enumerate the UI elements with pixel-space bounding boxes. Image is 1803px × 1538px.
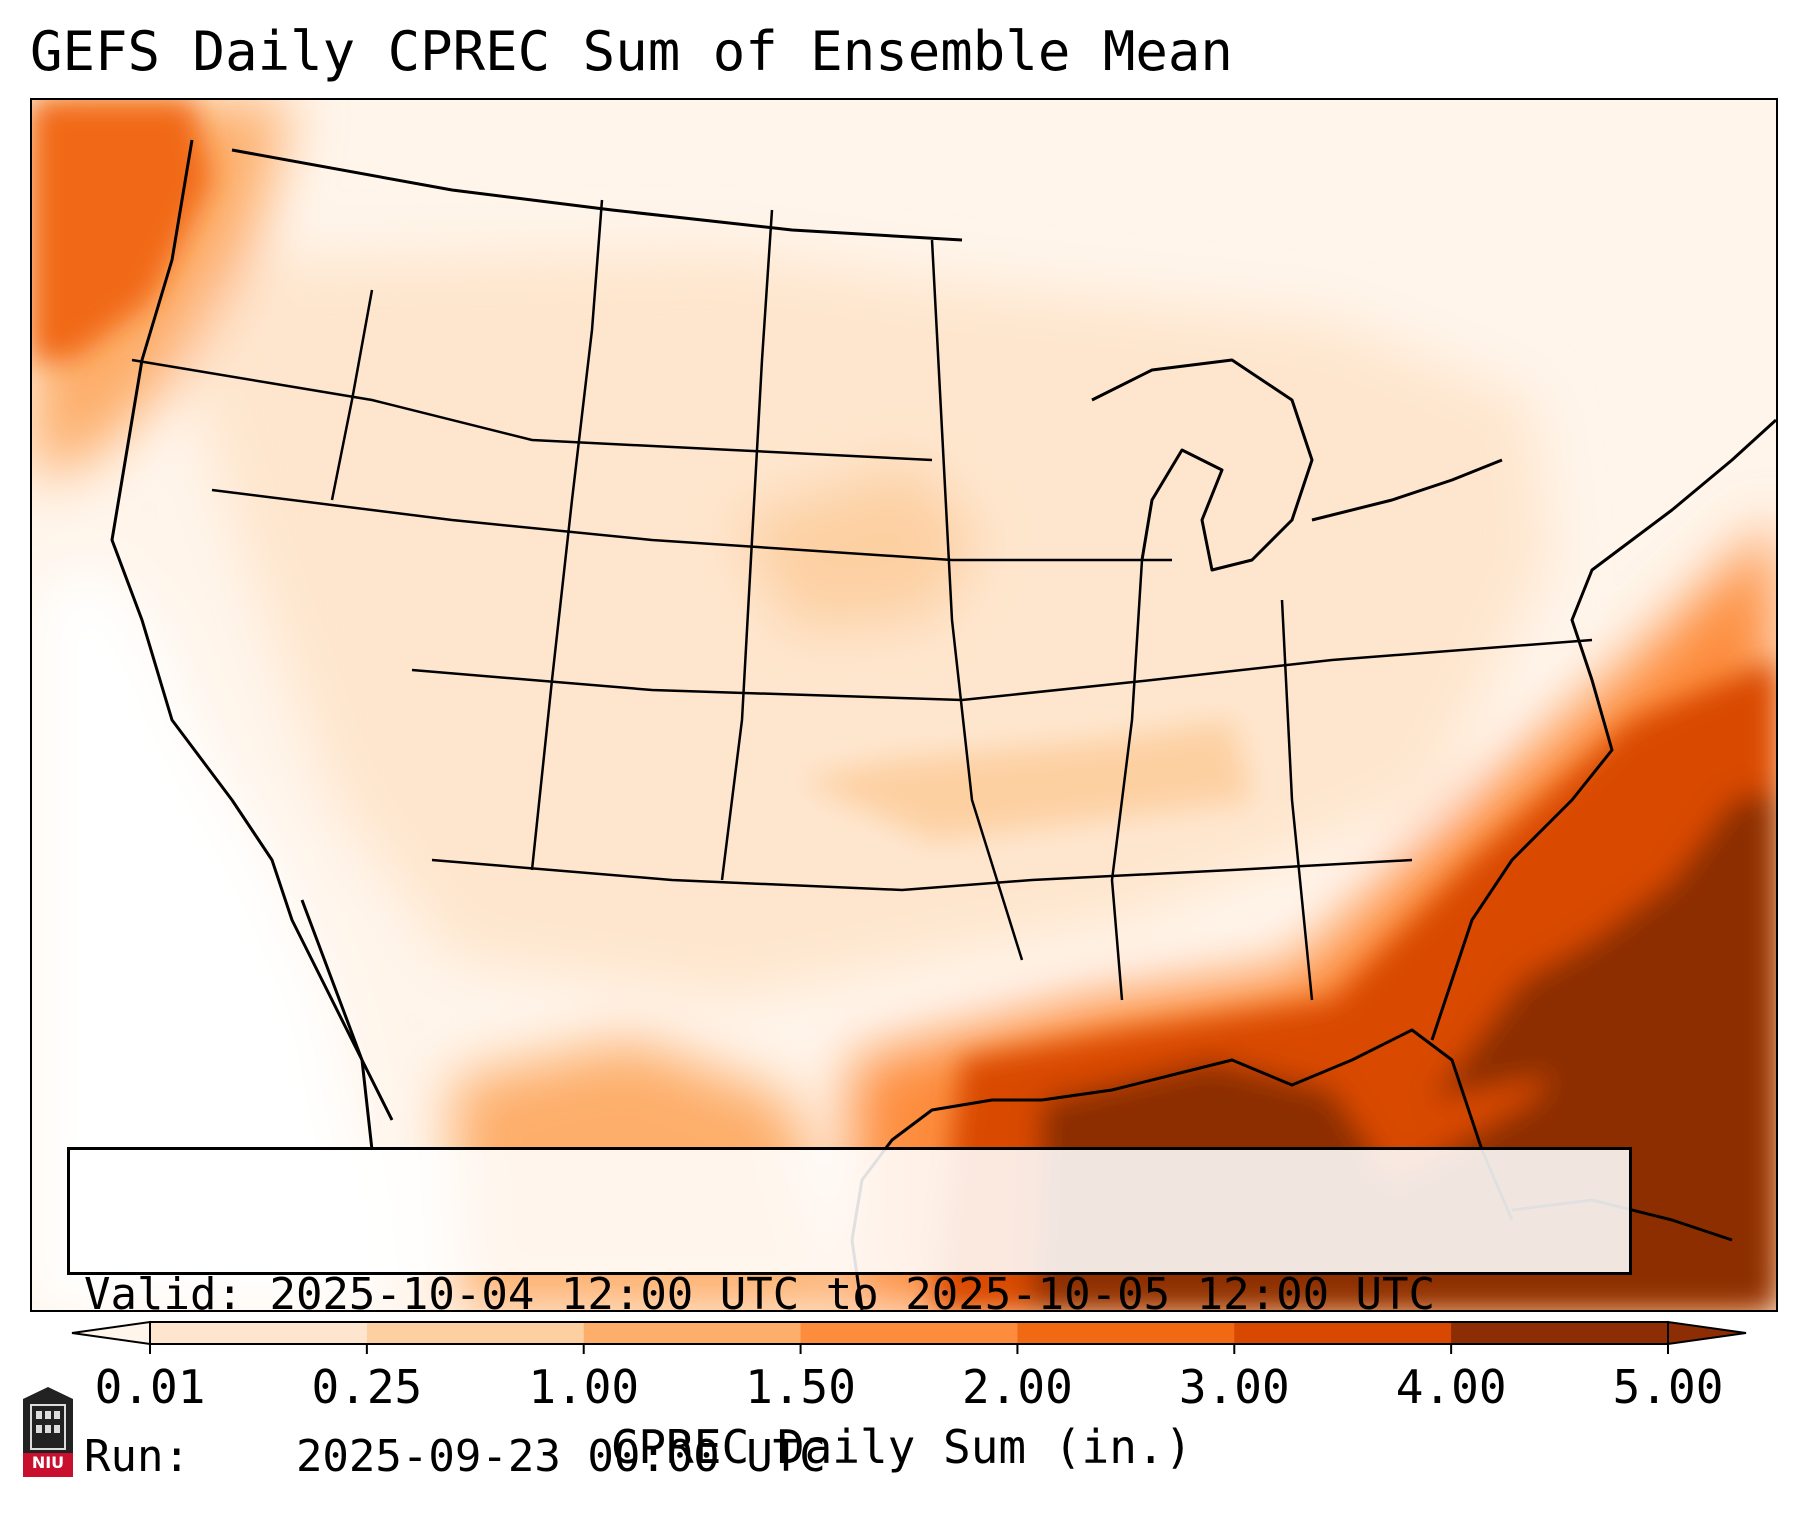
niu-logo: NIU (19, 1385, 77, 1481)
colorbar-segment (1017, 1322, 1235, 1344)
great-lakes-outline (1091, 358, 1314, 572)
state-border-line (720, 209, 774, 881)
colorbar-border (149, 1321, 1669, 1345)
colorbar-tick-label: 0.25 (311, 1360, 423, 1414)
colorbar-segment (366, 1322, 585, 1344)
state-border-line (330, 289, 374, 501)
colorbar-segment (150, 1322, 368, 1344)
state-border-line (930, 239, 1024, 961)
chart-title: GEFS Daily CPREC Sum of Ensemble Mean (30, 20, 1233, 83)
colorbar-title: CPREC Daily Sum (in.) (610, 1420, 1193, 1474)
precip-dry-region (32, 560, 392, 1310)
colorbar-tick-label: 5.00 (1612, 1360, 1724, 1414)
colorbar-segment (1451, 1322, 1669, 1344)
precip-heavy-atlantic (1432, 790, 1776, 1100)
west-coastline (110, 139, 374, 1151)
run-value: 2025-09-23 00:00 UTC (295, 1431, 826, 1482)
state-border-line (431, 858, 1413, 892)
precipitation-map (30, 98, 1778, 1312)
valid-line: Valid: 2025-10-04 12:00 UTC to 2025-10-0… (84, 1268, 1615, 1322)
colorbar-min-extension (71, 1320, 151, 1346)
colorbar (71, 1320, 1747, 1354)
colorbar-tick-label: 4.00 (1395, 1360, 1507, 1414)
precip-tennessee-region (802, 720, 1252, 840)
valid-label: Valid: (84, 1269, 243, 1320)
coastline-outlines (110, 139, 1776, 1310)
colorbar-segments (71, 1320, 1747, 1346)
run-line: Run: 2025-09-23 00:00 UTC (84, 1430, 1615, 1484)
colorbar-segment (583, 1322, 802, 1344)
lake-erie-ontario-outline (1311, 458, 1503, 522)
colorbar-tick-label: 0.01 (94, 1360, 206, 1414)
baja-coastline (300, 899, 394, 1121)
precip-plains-region (732, 460, 982, 630)
map-canvas (32, 100, 1776, 1310)
colorbar-ticks (149, 1344, 1669, 1354)
east-coastline (1430, 418, 1776, 1041)
state-border-line (530, 199, 604, 871)
canada-border-west (231, 148, 963, 242)
state-borders (131, 199, 1593, 1001)
state-border-line (1110, 559, 1144, 1001)
run-label: Run: (84, 1431, 190, 1482)
colorbar-tick-label: 3.00 (1178, 1360, 1290, 1414)
colorbar-segment (1234, 1322, 1452, 1344)
colorbar-tick-label: 1.00 (528, 1360, 640, 1414)
gulf-coastline-east (1041, 1028, 1514, 1221)
state-border-line (1280, 599, 1314, 1001)
colorbar-segment (800, 1322, 1018, 1344)
niu-logo-icon (23, 1387, 73, 1477)
colorbar-tick-label: 1.50 (745, 1360, 856, 1414)
state-border-line (411, 638, 1593, 702)
valid-run-info-box: Valid: 2025-10-04 12:00 UTC to 2025-10-0… (67, 1147, 1632, 1482)
colorbar-max-extension (1667, 1320, 1747, 1346)
precip-northwest-core (32, 100, 212, 360)
valid-value: 2025-10-04 12:00 UTC to 2025-10-05 12:00… (269, 1269, 1436, 1320)
niu-logo-text: NIU (31, 1453, 65, 1472)
state-border-line (131, 358, 933, 462)
state-border-line (211, 488, 1172, 562)
colorbar-tick-label: 2.00 (962, 1360, 1073, 1414)
